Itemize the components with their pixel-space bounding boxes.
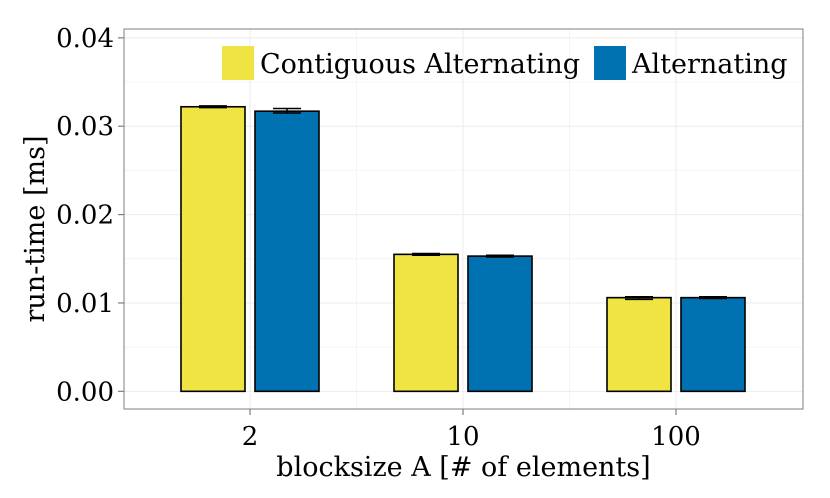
x-tick-label: 2 xyxy=(242,422,259,452)
bar xyxy=(606,296,672,393)
y-tick-label: 0.04 xyxy=(56,24,114,54)
bars xyxy=(180,105,746,393)
legend-swatch xyxy=(594,46,626,80)
y-tick-label: 0.01 xyxy=(56,289,114,319)
x-tick-label: 100 xyxy=(651,422,701,452)
legend-label: Contiguous Alternating xyxy=(260,49,580,80)
y-tick-label: 0.02 xyxy=(56,201,114,231)
legend-item: Alternating xyxy=(594,46,788,80)
legend-swatch xyxy=(222,46,254,80)
bar xyxy=(180,105,246,393)
error-bar xyxy=(699,296,727,300)
x-axis-title: blocksize A [# of elements] xyxy=(276,452,650,483)
y-axis-title: run-time [ms] xyxy=(20,136,51,323)
y-tick-label: 0.00 xyxy=(56,377,114,407)
bar xyxy=(393,253,459,393)
error-bar xyxy=(625,296,653,301)
error-bar xyxy=(412,252,440,256)
bar xyxy=(254,110,320,393)
legend-item: Contiguous Alternating xyxy=(222,46,580,80)
x-axis: 2 10 100 xyxy=(242,409,701,452)
x-tick-label: 10 xyxy=(446,422,479,452)
error-bar xyxy=(273,107,301,114)
y-axis: 0.00 0.01 0.02 0.03 0.04 xyxy=(56,24,124,407)
legend: Contiguous Alternating Alternating xyxy=(222,46,788,80)
bar xyxy=(680,296,746,393)
legend-label: Alternating xyxy=(631,49,788,80)
bar xyxy=(467,255,533,393)
error-bar xyxy=(199,105,227,109)
error-bars xyxy=(199,105,727,301)
error-bar xyxy=(486,254,514,258)
y-tick-label: 0.03 xyxy=(56,112,114,142)
